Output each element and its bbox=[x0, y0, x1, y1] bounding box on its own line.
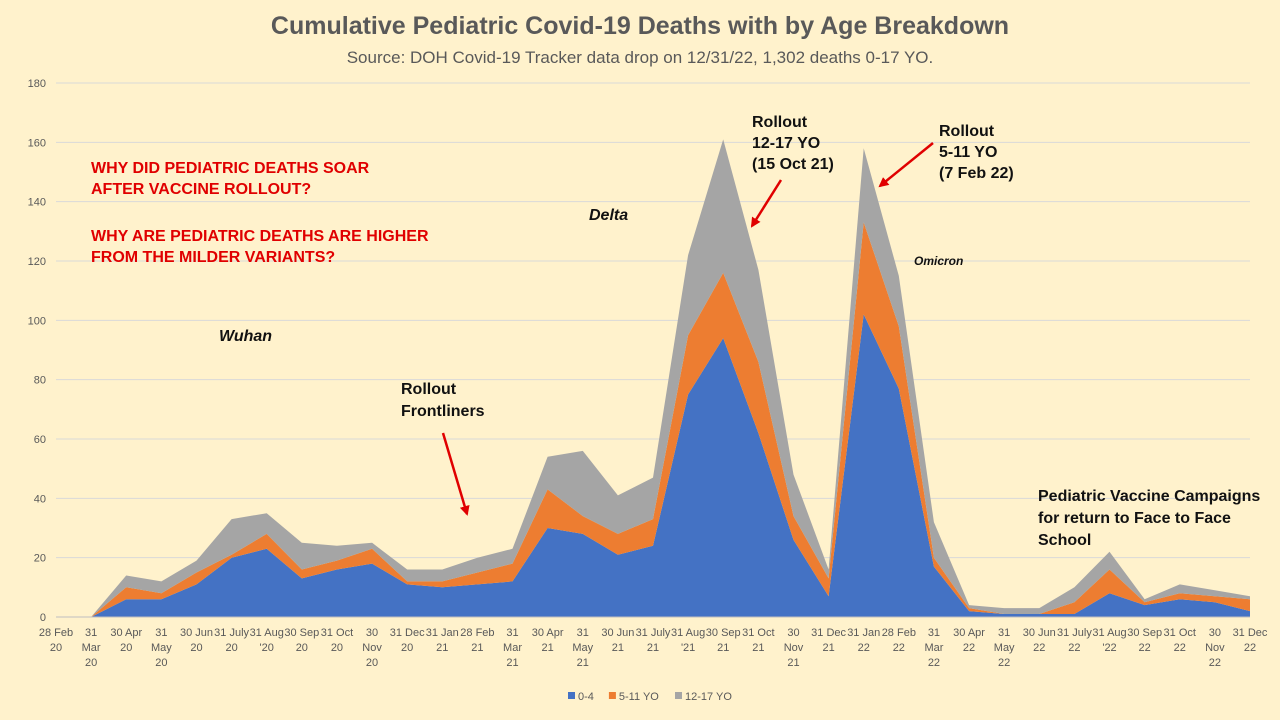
x-tick-label: 31 Oct 21 bbox=[742, 627, 774, 654]
area-series-0-4 bbox=[56, 314, 1250, 617]
annotation-text: Pediatric Vaccine Campaigns for return to… bbox=[1038, 488, 1260, 549]
x-tick-label: 30 Apr 22 bbox=[953, 627, 985, 654]
annotation-arrow bbox=[441, 432, 470, 516]
x-tick-label: 30 Jun 22 bbox=[1023, 627, 1056, 654]
y-tick-label: 180 bbox=[28, 78, 46, 90]
legend-swatch bbox=[608, 692, 616, 699]
annotation-arrow bbox=[750, 179, 783, 228]
x-tick-label: 31 Jan 21 bbox=[426, 627, 459, 654]
y-tick-label: 80 bbox=[34, 375, 46, 387]
legend-swatch bbox=[568, 692, 575, 699]
x-tick-label: 30 Sep 20 bbox=[284, 627, 319, 654]
annotation-text: WHY ARE PEDIATRIC DEATHS ARE HIGHER FROM … bbox=[91, 228, 429, 266]
x-tick-label: 31 Aug '21 bbox=[671, 627, 705, 654]
y-tick-label: 40 bbox=[34, 493, 46, 505]
x-tick-label: 30 Jun 20 bbox=[180, 627, 213, 654]
x-tick-label: 31 Dec 21 bbox=[811, 627, 846, 654]
x-tick-label: 31 Dec 20 bbox=[390, 627, 425, 654]
y-tick-label: 0 bbox=[40, 612, 46, 624]
x-tick-label: 30 Apr 20 bbox=[110, 627, 142, 654]
legend-label: 12-17 YO bbox=[685, 691, 732, 703]
x-tick-label: 31 Jan 22 bbox=[847, 627, 880, 654]
y-tick-label: 20 bbox=[34, 553, 46, 565]
annotations: WHY DID PEDIATRIC DEATHS SOAR AFTER VACCI… bbox=[91, 114, 1260, 549]
x-tick-label: 31 July 22 bbox=[1057, 627, 1092, 654]
annotation-text: Rollout 12-17 YO (15 Oct 21) bbox=[752, 114, 834, 173]
y-tick-label: 100 bbox=[28, 315, 46, 327]
x-tick-label: 30 Jun 21 bbox=[601, 627, 634, 654]
x-tick-label: 30 Nov 20 bbox=[362, 627, 382, 669]
x-tick-label: 28 Feb 21 bbox=[460, 627, 494, 654]
x-tick-label: 30 Nov 22 bbox=[1205, 627, 1225, 669]
legend: 0-4 5-11 YO 12-17 YO bbox=[568, 691, 732, 703]
annotation-arrow bbox=[878, 142, 934, 188]
legend-swatch bbox=[675, 692, 682, 699]
annotation-text: Omicron bbox=[914, 254, 963, 268]
x-tick-label: 31 May 21 bbox=[572, 627, 593, 669]
x-tick-label: 31 May 20 bbox=[151, 627, 172, 669]
annotation-text: Wuhan bbox=[219, 328, 272, 345]
area-series-5-11 YO bbox=[56, 222, 1250, 617]
axes: 0 20 40 60 80 100 120 140 160 180 28 Feb 20 31 Mar 20 3… bbox=[28, 78, 1268, 669]
x-tick-label: 28 Feb 22 bbox=[882, 627, 916, 654]
x-tick-label: 31 July 21 bbox=[636, 627, 671, 654]
chart-subtitle: Source: DOH Covid-19 Tracker data drop o… bbox=[346, 48, 934, 67]
x-tick-label: 31 Oct 20 bbox=[321, 627, 353, 654]
x-tick-label: 30 Sep 22 bbox=[1127, 627, 1162, 654]
x-tick-label: 31 May 22 bbox=[994, 627, 1015, 669]
x-tick-label: 31 July 20 bbox=[214, 627, 249, 654]
legend-label: 5-11 YO bbox=[619, 691, 659, 703]
x-tick-label: 31 Aug '22 bbox=[1092, 627, 1126, 654]
legend-label: 0-4 bbox=[578, 691, 594, 703]
x-tick-label: 30 Sep 21 bbox=[706, 627, 741, 654]
x-tick-label: 31 Dec 22 bbox=[1233, 627, 1268, 654]
chart-title: Cumulative Pediatric Covid-19 Deaths wit… bbox=[270, 12, 1010, 40]
stacked-areas bbox=[56, 139, 1250, 617]
y-tick-label: 60 bbox=[34, 434, 46, 446]
x-tick-label: 28 Feb 20 bbox=[39, 627, 73, 654]
x-tick-label: 31 Oct 22 bbox=[1164, 627, 1196, 654]
annotation-text: Delta bbox=[589, 207, 628, 224]
annotation-text: Rollout 5-11 YO (7 Feb 22) bbox=[939, 123, 1014, 182]
x-tick-label: 30 Nov 21 bbox=[784, 627, 804, 669]
x-tick-label: 31 Mar 20 bbox=[82, 627, 101, 669]
x-tick-label: 31 Aug '20 bbox=[250, 627, 284, 654]
annotation-text: Rollout Frontliners bbox=[401, 381, 485, 420]
annotation-text: WHY DID PEDIATRIC DEATHS SOAR AFTER VACCI… bbox=[91, 160, 370, 198]
y-tick-label: 120 bbox=[28, 256, 46, 268]
x-tick-label: 31 Mar 22 bbox=[924, 627, 943, 669]
y-tick-label: 140 bbox=[28, 197, 46, 209]
y-tick-label: 160 bbox=[28, 137, 46, 149]
x-tick-label: 30 Apr 21 bbox=[532, 627, 564, 654]
x-tick-label: 31 Mar 21 bbox=[503, 627, 522, 669]
